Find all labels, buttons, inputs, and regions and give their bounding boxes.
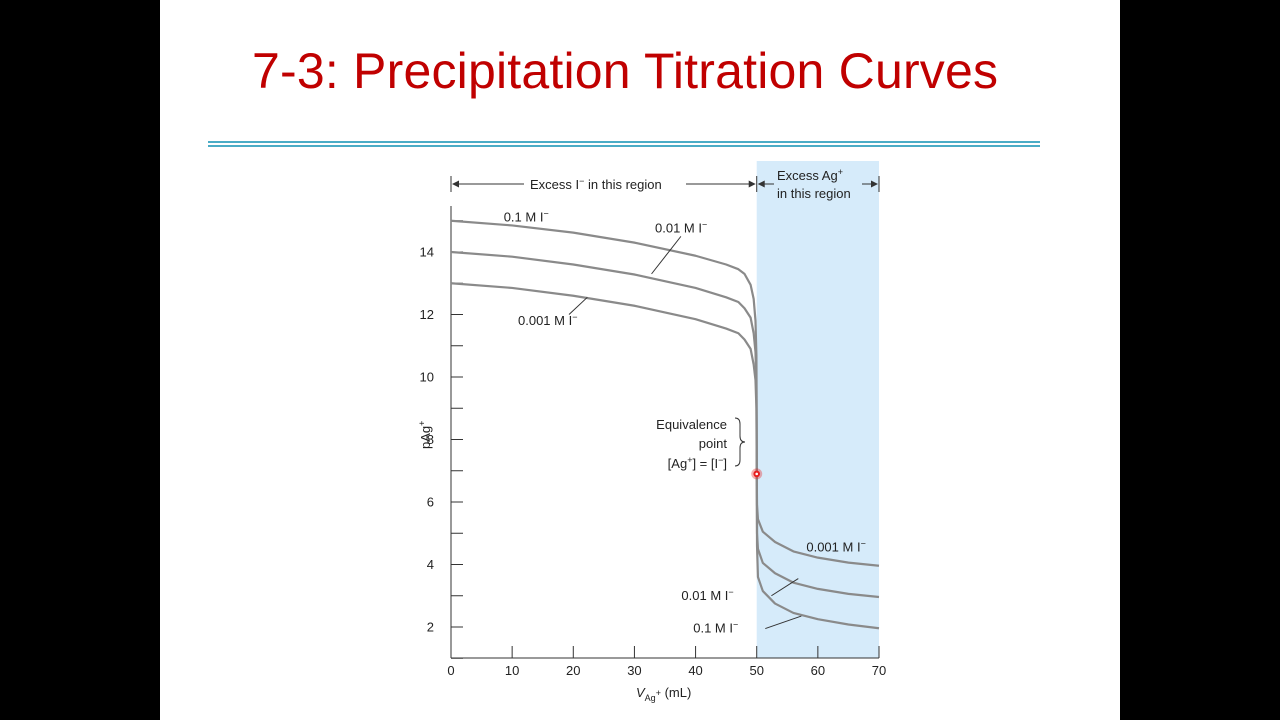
y-axis-label: pAg+: [417, 421, 433, 449]
x-tick-label: 0: [447, 663, 454, 678]
arrowhead-left: [452, 180, 459, 188]
leader-0.01M-right: [771, 578, 799, 597]
region-annotations: Excess I− in this region Excess Ag+ in thi…: [450, 167, 880, 201]
y-tick-label: 6: [427, 495, 434, 510]
y-tick-label: 4: [427, 557, 434, 572]
excess-ag-label-line2: in this region: [777, 186, 851, 201]
y-tick-label: 10: [420, 370, 434, 385]
title-underline-bottom: [208, 145, 1040, 147]
title-underline-top: [208, 141, 1040, 143]
curve-series-2: [450, 250, 880, 599]
arrowhead-mid-right: [757, 180, 765, 188]
label-0.001M-right: 0.001 M I−: [806, 538, 865, 554]
curves: [450, 219, 880, 630]
label-0.1M-right: 0.1 M I−: [693, 620, 738, 636]
x-tick-label: 70: [872, 663, 886, 678]
leader-0.001M-left: [568, 296, 588, 315]
leader-0.01M-left: [651, 236, 682, 275]
x-tick-label: 30: [627, 663, 641, 678]
arrowhead-right: [871, 180, 878, 188]
pointer-center: [755, 472, 759, 476]
eq-brace: [734, 417, 746, 467]
excess-ag-region-group: [756, 161, 879, 658]
label-0.1M-left: 0.1 M I−: [504, 209, 549, 225]
y-tick-label: 2: [427, 620, 434, 635]
leader-0.1M-right: [765, 615, 802, 630]
arrowhead-mid-left: [748, 180, 756, 188]
x-tick-label: 40: [688, 663, 702, 678]
y-tick-label: 8: [427, 432, 434, 447]
label-0.001M-left: 0.001 M I−: [518, 312, 577, 328]
x-tick-label: 50: [749, 663, 763, 678]
curve-labels: 0.1 M I− 0.01 M I− 0.001 M I− 0.001 M I− 0.0…: [504, 209, 866, 636]
excess-ag-label-line1: Excess Ag+: [777, 167, 843, 183]
curve-series-1: [450, 219, 880, 630]
equivalence-annotation: Equivalence point [Ag+] = [I−]: [656, 417, 763, 480]
y-tick-label: 14: [420, 245, 434, 260]
x-tick-label: 60: [811, 663, 825, 678]
slide-title: 7-3: Precipitation Titration Curves: [252, 43, 999, 99]
slide: 7-3: Precipitation Titration Curves Exce…: [160, 0, 1120, 720]
excess-i-label: Excess I− in this region: [530, 176, 662, 192]
axes: 2 4 6 8 10 12 14 0 10 20 30 40 50 60 70 VAg+ (mL) pAg+: [417, 206, 886, 703]
eq-label-line3: [Ag+] = [I−]: [668, 455, 727, 471]
titration-chart: Excess I− in this region Excess Ag+ in thi…: [417, 161, 886, 703]
title-underline: [208, 141, 1040, 147]
x-tick-label: 20: [566, 663, 580, 678]
eq-label-line1: Equivalence: [656, 417, 727, 432]
label-0.01M-left: 0.01 M I−: [655, 220, 707, 236]
label-0.01M-right: 0.01 M I−: [681, 587, 733, 603]
x-axis-label: VAg+ (mL): [636, 685, 691, 703]
eq-label-line2: point: [699, 436, 728, 451]
x-tick-label: 10: [505, 663, 519, 678]
y-tick-label: 12: [420, 307, 434, 322]
curve-series-3: [450, 282, 880, 567]
excess-ag-region: [756, 161, 879, 658]
